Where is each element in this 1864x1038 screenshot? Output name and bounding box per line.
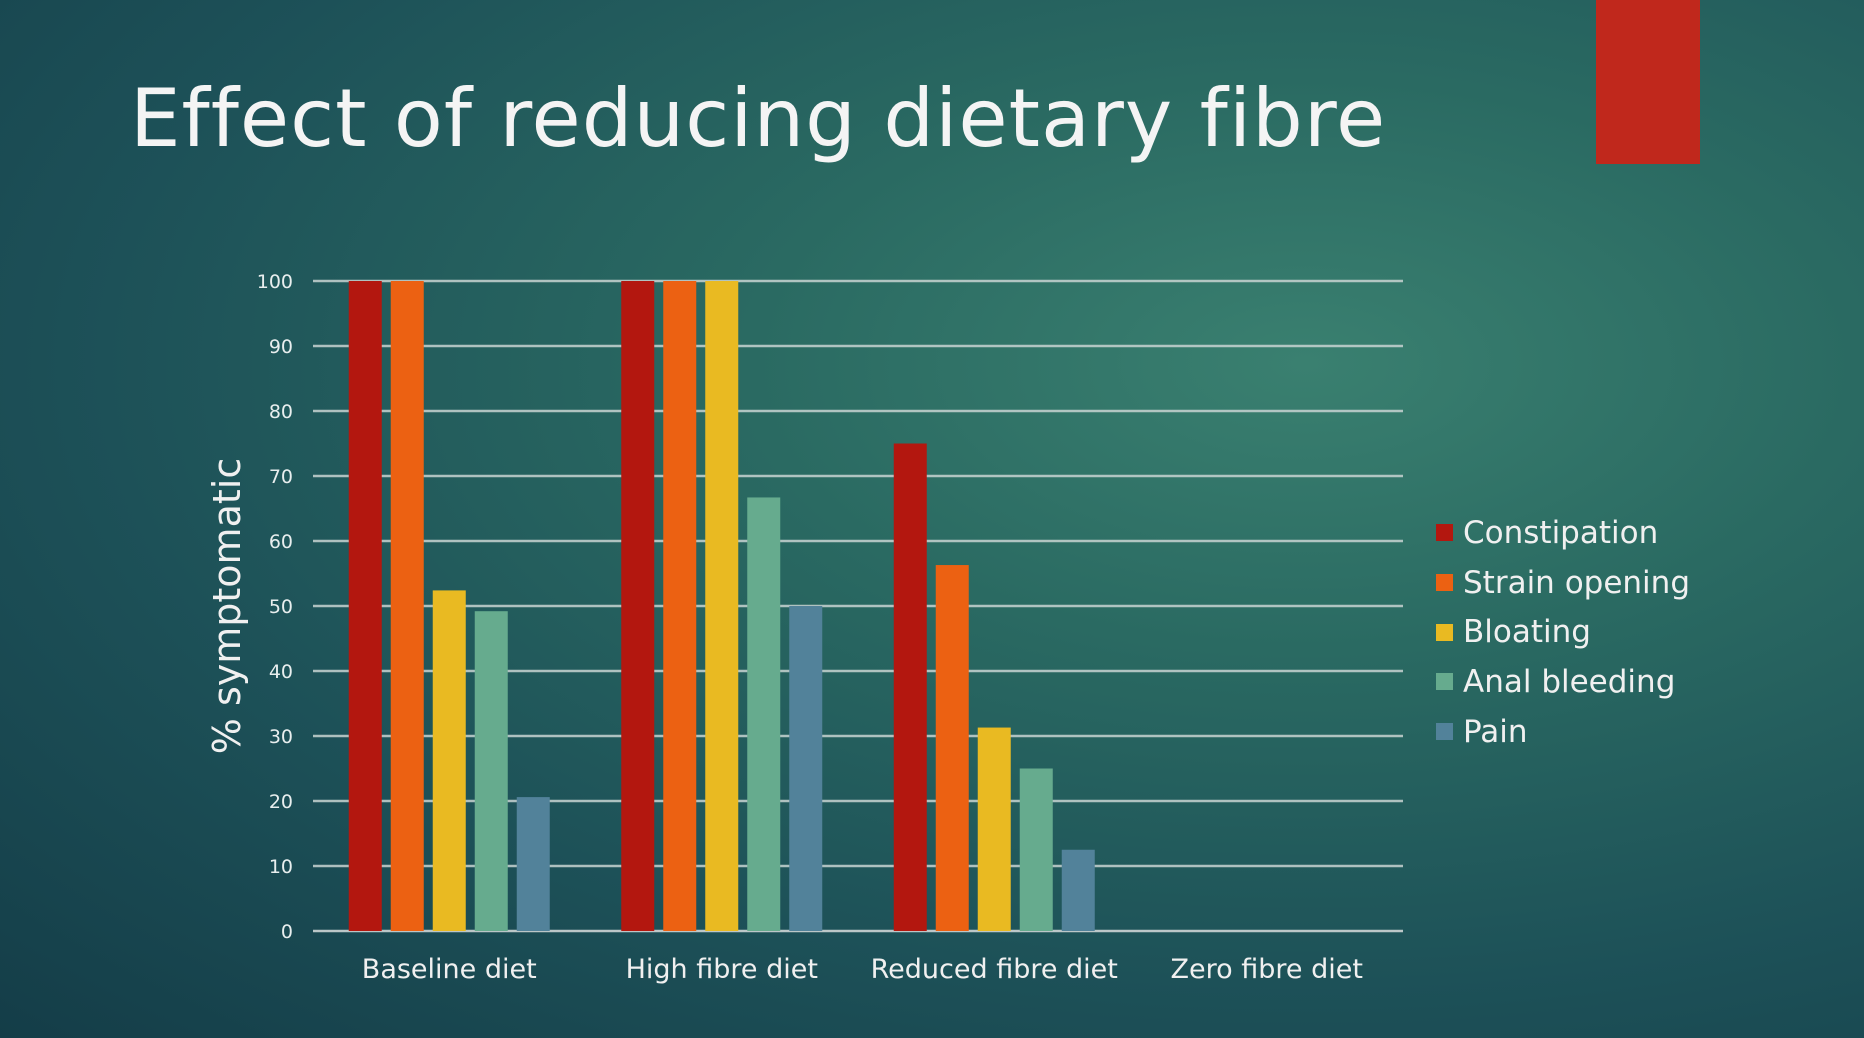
y-tick-label: 70 [269, 466, 293, 488]
bar-pain [1061, 849, 1095, 931]
legend-label: Constipation [1463, 514, 1659, 551]
bar-constipation [621, 281, 655, 931]
legend-label: Bloating [1463, 614, 1591, 651]
bar-strain-opening [390, 281, 424, 931]
y-tick-label: 30 [269, 726, 293, 748]
bar-pain [516, 797, 550, 931]
y-tick-label: 50 [269, 596, 293, 618]
y-tick-label: 40 [269, 661, 293, 683]
legend-swatch [1436, 524, 1453, 542]
legend-label: Anal bleeding [1463, 663, 1676, 700]
legend-swatch [1436, 723, 1453, 741]
bar-constipation [348, 281, 382, 931]
y-tick-label: 60 [269, 531, 293, 553]
legend-item: Pain [1436, 707, 1690, 757]
legend-swatch [1436, 623, 1453, 641]
y-tick-label: 20 [269, 791, 293, 813]
bar-anal-bleeding [747, 497, 781, 931]
legend-item: Anal bleeding [1436, 657, 1690, 707]
bar-anal-bleeding [474, 611, 508, 931]
y-tick-label: 80 [269, 401, 293, 423]
bar-anal-bleeding [1019, 768, 1053, 931]
legend-label: Strain opening [1463, 564, 1690, 601]
bar-bloating [977, 727, 1011, 931]
x-category-label: Baseline diet [362, 954, 537, 985]
slide-title: Effect of reducing dietary fibre [130, 72, 1387, 165]
x-category-label: Reduced fibre diet [871, 954, 1118, 985]
legend-item: Constipation [1436, 508, 1690, 558]
bar-strain-opening [935, 565, 969, 931]
chart-legend: Constipation Strain opening Bloating Anal b… [1436, 508, 1690, 756]
legend-swatch [1436, 673, 1453, 691]
legend-item: Strain opening [1436, 558, 1690, 608]
x-category-label: Zero fibre diet [1171, 954, 1363, 985]
bar-bloating [432, 590, 466, 931]
legend-item: Bloating [1436, 607, 1690, 657]
y-tick-label: 10 [269, 856, 293, 878]
bar-constipation [893, 443, 927, 931]
y-axis-title: % symptomatic [205, 458, 249, 754]
bar-strain-opening [663, 281, 697, 931]
y-tick-label: 100 [257, 271, 293, 293]
y-tick-label: 90 [269, 336, 293, 358]
accent-rectangle [1596, 0, 1700, 164]
y-tick-label: 0 [281, 921, 293, 943]
legend-swatch [1436, 574, 1453, 592]
legend-label: Pain [1463, 713, 1528, 750]
bar-pain [789, 606, 823, 931]
bar-bloating [705, 281, 739, 931]
x-category-label: High fibre diet [626, 954, 818, 985]
